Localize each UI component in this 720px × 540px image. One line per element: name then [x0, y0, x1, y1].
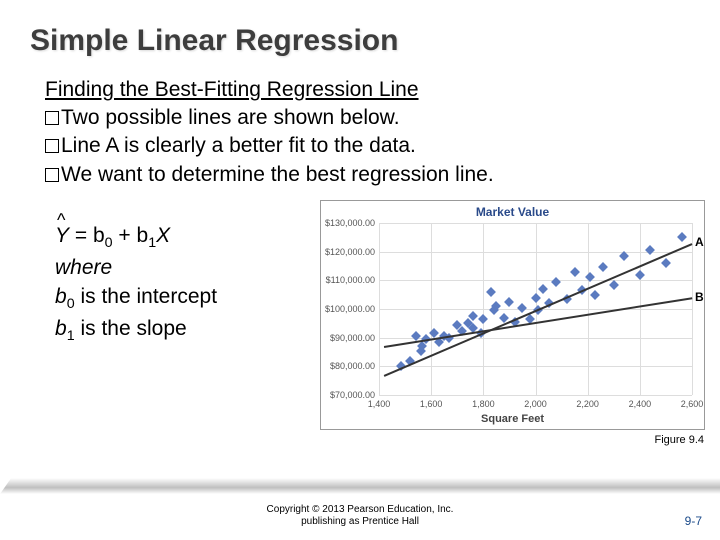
grid-line-v	[431, 223, 432, 395]
chart-title: Market Value	[321, 205, 704, 219]
bullet-text: We want to determine the best regression…	[61, 163, 494, 186]
decorative-shadow	[0, 478, 720, 494]
slide-subtitle: Finding the Best-Fitting Regression Line	[45, 78, 419, 102]
x-axis-label: 2,200	[576, 399, 599, 409]
copyright: Copyright © 2013 Pearson Education, Inc.…	[0, 504, 720, 528]
bullet-1: Two possible lines are shown below.	[45, 104, 494, 132]
x-axis-label: 2,600	[681, 399, 704, 409]
chart-plot-area: $130,000.00$120,000.00$110,000.00$100,00…	[379, 223, 692, 395]
scatter-point	[486, 287, 496, 297]
y-axis-label: $90,000.00	[330, 333, 375, 343]
x-axis-label: 1,800	[472, 399, 495, 409]
eq-sub: 1	[148, 235, 156, 251]
b0-line: b0 is the intercept	[55, 283, 217, 315]
equation-block: Y = b0 + b1X where b0 is the intercept b…	[55, 222, 217, 347]
grid-line-v	[379, 223, 380, 395]
x-axis-label: 2,400	[629, 399, 652, 409]
slide-title: Simple Linear Regression	[30, 24, 398, 58]
slide: Simple Linear Regression Finding the Bes…	[0, 0, 720, 540]
scatter-point	[661, 258, 671, 268]
eq-sub: 1	[67, 328, 75, 344]
scatter-point	[518, 303, 528, 313]
copyright-line2: publishing as Prentice Hall	[301, 516, 419, 527]
grid-line-v	[692, 223, 693, 395]
eq-x: X	[156, 224, 170, 247]
bullet-3: We want to determine the best regression…	[45, 161, 494, 189]
scatter-point	[478, 314, 488, 324]
equation-line: Y = b0 + b1X	[55, 222, 217, 254]
where-label: where	[55, 256, 112, 279]
bullet-box-icon	[45, 168, 59, 182]
eq-sub: 0	[67, 296, 75, 312]
grid-line-v	[483, 223, 484, 395]
scatter-point	[570, 267, 580, 277]
where-line: where	[55, 254, 217, 283]
scatter-point	[531, 293, 541, 303]
scatter-point	[598, 262, 608, 272]
line-label-b: B	[695, 290, 704, 304]
scatter-point	[551, 277, 561, 287]
bullet-text: Two possible lines are shown below.	[61, 106, 400, 129]
b0-sym: b	[55, 285, 67, 308]
scatter-point	[538, 284, 548, 294]
bullet-2: Line A is clearly a better fit to the da…	[45, 132, 494, 160]
y-axis-label: $130,000.00	[325, 218, 375, 228]
copyright-line1: Copyright © 2013 Pearson Education, Inc.	[267, 504, 454, 515]
b1-sym: b	[55, 317, 67, 340]
grid-line-v	[588, 223, 589, 395]
bullet-box-icon	[45, 139, 59, 153]
y-axis-label: $80,000.00	[330, 361, 375, 371]
eq-part: = b	[69, 224, 105, 247]
chart-x-title: Square Feet	[321, 413, 704, 425]
y-axis-label: $110,000.00	[326, 275, 375, 285]
scatter-point	[504, 297, 514, 307]
grid-line-h	[379, 395, 692, 396]
y-hat: Y	[55, 224, 69, 247]
eq-part: + b	[113, 224, 149, 247]
bullet-list: Two possible lines are shown below. Line…	[45, 104, 494, 189]
scatter-chart: Market Value $130,000.00$120,000.00$110,…	[320, 200, 705, 430]
y-axis-label: $120,000.00	[325, 247, 375, 257]
scatter-point	[635, 270, 645, 280]
bullet-box-icon	[45, 111, 59, 125]
line-label-a: A	[695, 235, 704, 249]
b1-line: b1 is the slope	[55, 315, 217, 347]
scatter-point	[645, 245, 655, 255]
eq-sub: 0	[105, 235, 113, 251]
b1-desc: is the slope	[75, 317, 187, 340]
x-axis-label: 1,400	[368, 399, 391, 409]
figure-caption: Figure 9.4	[654, 434, 704, 446]
x-axis-label: 1,600	[420, 399, 443, 409]
grid-line-v	[640, 223, 641, 395]
x-axis-label: 2,000	[524, 399, 547, 409]
bullet-text: Line A is clearly a better fit to the da…	[61, 134, 416, 157]
y-axis-label: $100,000.00	[325, 304, 375, 314]
page-number: 9-7	[685, 514, 702, 528]
b0-desc: is the intercept	[75, 285, 217, 308]
scatter-point	[677, 232, 687, 242]
scatter-point	[591, 290, 601, 300]
